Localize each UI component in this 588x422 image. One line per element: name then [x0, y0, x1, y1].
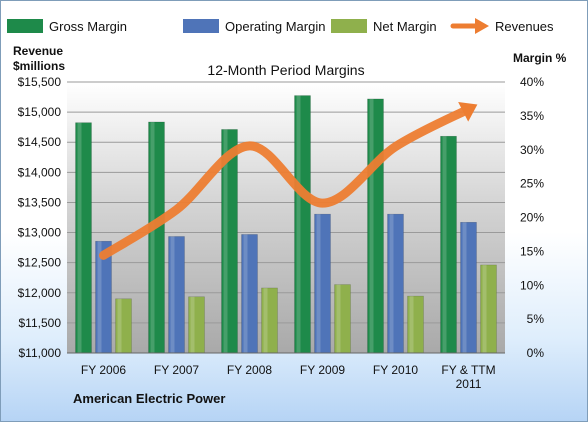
left-tick-label: $14,500 [18, 135, 62, 149]
left-axis-title-line1: Revenue [13, 44, 63, 58]
left-tick-label: $11,000 [19, 346, 62, 360]
legend-swatch-net-margin [331, 19, 367, 33]
right-axis-title: Margin % [513, 51, 567, 65]
chart-title: 12-Month Period Margins [207, 62, 364, 78]
left-tick-label: $15,000 [18, 105, 62, 119]
right-tick-label: 15% [520, 244, 544, 258]
left-axis: $11,000 $11,500 $12,000 $12,500 $13,000 $13,5… [18, 75, 62, 360]
category-label: FY 2007 [154, 363, 199, 377]
legend-item-net-margin[interactable]: Net Margin [331, 19, 437, 34]
legend-label-operating-margin: Operating Margin [225, 19, 325, 34]
right-tick-label: 10% [520, 278, 544, 292]
legend-label-net-margin: Net Margin [373, 19, 437, 34]
left-tick-label: $15,500 [18, 75, 62, 89]
right-axis: 0% 5% 10% 15% 20% 25% 30% 35% 40% [520, 75, 544, 360]
bar-highlight [409, 296, 414, 353]
legend-swatch-operating-margin [183, 19, 219, 33]
company-name: American Electric Power [73, 391, 225, 406]
right-tick-label: 30% [520, 143, 544, 157]
legend-label-gross-margin: Gross Margin [49, 19, 127, 34]
bars [75, 95, 497, 354]
left-tick-label: $11,500 [19, 316, 62, 330]
bar-highlight [97, 241, 102, 353]
legend-swatch-gross-margin [7, 19, 43, 33]
bar-highlight [150, 121, 155, 353]
category-label: FY & TTM 2011 [441, 363, 495, 391]
legend-item-revenues[interactable]: Revenues [450, 18, 554, 34]
right-tick-label: 40% [520, 75, 544, 89]
revenue-arrowhead [458, 102, 478, 122]
legend-item-operating-margin[interactable]: Operating Margin [183, 19, 325, 34]
revenue-line [99, 102, 478, 260]
left-tick-label: $13,000 [18, 226, 62, 240]
right-tick-label: 25% [520, 177, 544, 191]
right-tick-label: 5% [527, 312, 545, 326]
bar-highlight [482, 264, 487, 353]
category-axis: FY 2006 FY 2007 FY 2008 FY 2009 FY 2010 FY & … [81, 363, 496, 391]
bar-highlight [190, 296, 195, 353]
bar-highlight [369, 98, 374, 353]
bar-highlight [462, 222, 467, 353]
category-label: FY 2010 [373, 363, 418, 377]
left-tick-label: $12,500 [18, 256, 62, 270]
legend-label-revenues: Revenues [495, 19, 554, 34]
category-label: FY 2008 [227, 363, 272, 377]
left-tick-label: $14,000 [18, 165, 62, 179]
bar-highlight [316, 214, 321, 353]
bar-highlight [77, 122, 82, 354]
bar-highlight [389, 214, 394, 353]
left-tick-label: $12,000 [18, 286, 62, 300]
bar-highlight [223, 129, 228, 353]
bar-highlight [296, 95, 301, 354]
left-tick-label: $13,500 [18, 195, 62, 209]
category-label: FY 2006 [81, 363, 126, 377]
right-tick-label: 35% [520, 109, 544, 123]
bar-highlight [117, 298, 122, 353]
right-tick-label: 0% [527, 346, 545, 360]
bar-highlight [442, 136, 447, 353]
right-tick-label: 20% [520, 211, 544, 225]
left-axis-title-line2: $millions [13, 59, 65, 73]
category-label: FY 2009 [300, 363, 345, 377]
bar-highlight [336, 284, 341, 353]
legend-item-gross-margin[interactable]: Gross Margin [7, 19, 127, 34]
revenue-line-path[interactable] [99, 104, 473, 260]
bar-highlight [170, 236, 175, 353]
bar-highlight [243, 234, 248, 353]
legend-arrowhead-revenues [475, 18, 489, 34]
bar-highlight [263, 287, 268, 353]
legend: Gross Margin Operating Margin Net Margin… [7, 18, 554, 34]
